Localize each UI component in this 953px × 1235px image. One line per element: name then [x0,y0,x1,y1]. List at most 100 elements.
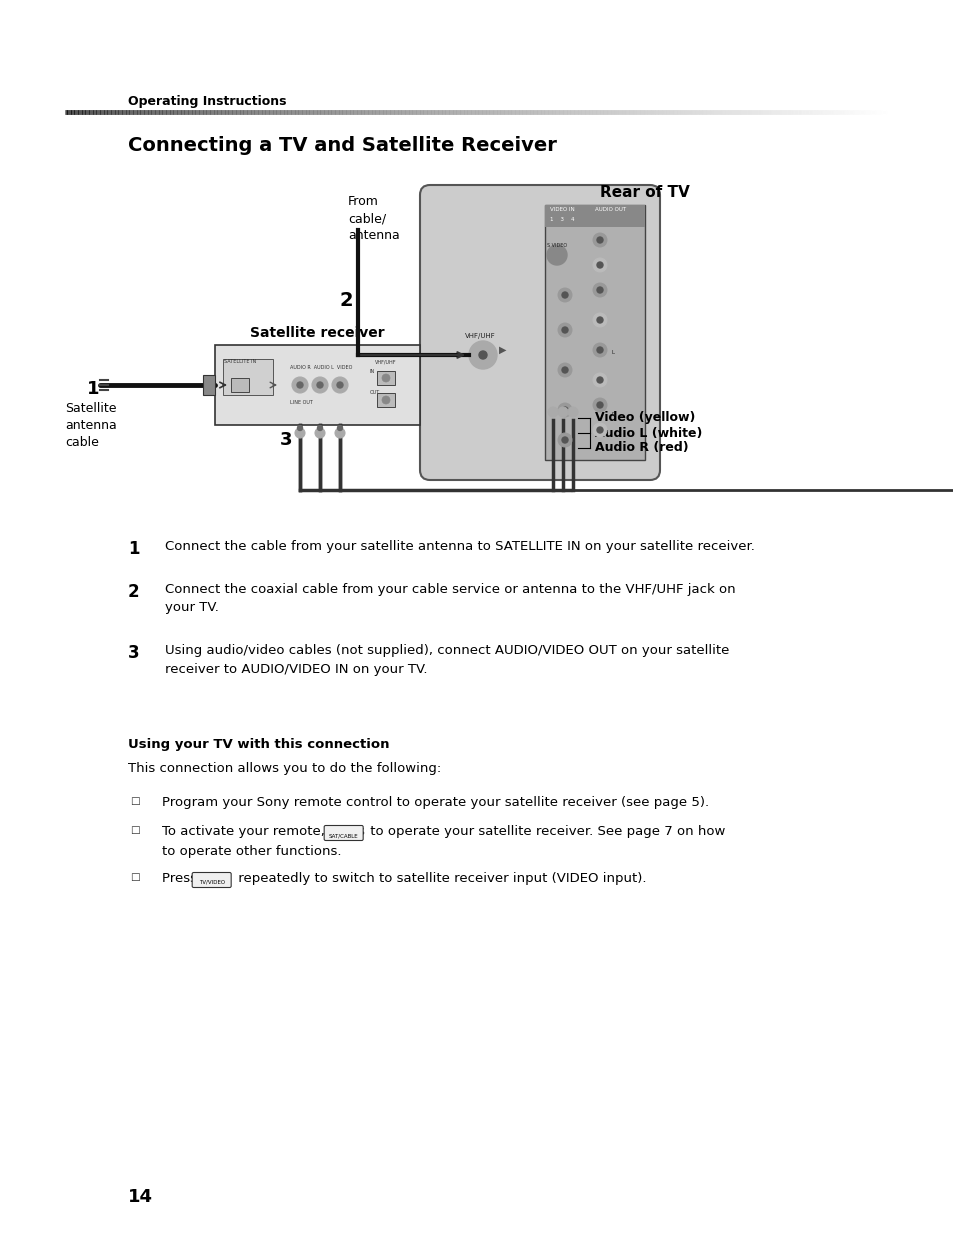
Circle shape [337,426,342,431]
Text: 1: 1 [128,540,139,558]
Circle shape [381,396,390,404]
Bar [544,205,644,459]
Circle shape [597,237,602,243]
Text: 1    3    4: 1 3 4 [550,217,574,222]
Circle shape [314,429,325,438]
Text: SATELLITE IN: SATELLITE IN [224,359,256,364]
Text: S VIDEO: S VIDEO [546,243,566,248]
Text: OUT: OUT [370,390,380,395]
Text: Program your Sony remote control to operate your satellite receiver (see page 5): Program your Sony remote control to oper… [162,797,708,809]
Circle shape [561,291,567,298]
Circle shape [593,373,606,387]
Text: Using audio/video cables (not supplied), connect AUDIO/VIDEO OUT on your satelli: Using audio/video cables (not supplied),… [165,643,729,676]
Text: □: □ [130,797,139,806]
Circle shape [547,408,558,417]
Text: LINE OUT: LINE OUT [290,400,313,405]
Circle shape [597,403,602,408]
Text: 3: 3 [280,431,293,450]
Circle shape [297,426,302,431]
Circle shape [593,424,606,437]
Circle shape [558,408,567,417]
Text: □: □ [130,872,139,882]
Text: 2: 2 [128,583,139,601]
Circle shape [561,327,567,333]
Bar [544,205,644,227]
Bar [203,375,214,395]
Circle shape [558,324,572,337]
Text: Satellite receiver: Satellite receiver [250,326,384,340]
Circle shape [593,283,606,296]
Text: Satellite
antenna
cable: Satellite antenna cable [65,403,116,450]
Circle shape [597,317,602,324]
Circle shape [294,429,305,438]
Bar [376,370,395,385]
Circle shape [597,262,602,268]
Text: □: □ [130,825,139,835]
Text: Rear of TV: Rear of TV [599,185,689,200]
Circle shape [593,312,606,327]
Text: Press: Press [162,872,201,885]
Text: Audio R (red): Audio R (red) [595,441,688,454]
Circle shape [561,437,567,443]
Text: TV/VIDEO: TV/VIDEO [198,881,225,885]
Circle shape [593,258,606,272]
Text: SAT/CABLE: SAT/CABLE [329,832,358,839]
Text: IN: IN [370,369,375,374]
Text: Using your TV with this connection: Using your TV with this connection [128,739,389,751]
Text: 1: 1 [87,380,99,398]
Bar [214,345,419,425]
Bar [376,393,395,408]
Text: ▶: ▶ [498,345,506,354]
Text: repeatedly to switch to satellite receiver input (VIDEO input).: repeatedly to switch to satellite receiv… [233,872,645,885]
Text: This connection allows you to do the following:: This connection allows you to do the fol… [128,762,441,776]
Circle shape [558,403,572,417]
Text: 3: 3 [128,643,139,662]
Bar [223,359,273,395]
Text: to operate your satellite receiver. See page 7 on how: to operate your satellite receiver. See … [365,825,724,839]
Text: VIDEO IN: VIDEO IN [550,207,574,212]
Text: Connecting a TV and Satellite Receiver: Connecting a TV and Satellite Receiver [128,136,557,156]
Text: AUDIO R  AUDIO L  VIDEO: AUDIO R AUDIO L VIDEO [290,366,352,370]
Circle shape [558,288,572,303]
Text: R: R [612,412,615,417]
Text: Operating Instructions: Operating Instructions [128,95,286,107]
Text: From
cable/
antenna: From cable/ antenna [348,195,399,242]
Circle shape [336,382,343,388]
Circle shape [381,374,390,382]
Circle shape [312,377,328,393]
Circle shape [317,426,322,431]
Text: to operate other functions.: to operate other functions. [162,845,341,858]
Text: Connect the coaxial cable from your cable service or antenna to the VHF/UHF jack: Connect the coaxial cable from your cabl… [165,583,735,615]
Bar [231,378,249,391]
Circle shape [469,341,497,369]
Circle shape [597,287,602,293]
Circle shape [558,363,572,377]
Circle shape [292,377,308,393]
Text: VHF/UHF: VHF/UHF [464,333,495,338]
Circle shape [597,347,602,353]
Circle shape [316,382,323,388]
Circle shape [561,367,567,373]
Text: To activate your remote, press: To activate your remote, press [162,825,369,839]
Circle shape [593,398,606,412]
Circle shape [597,427,602,433]
Circle shape [597,377,602,383]
Circle shape [478,351,486,359]
FancyBboxPatch shape [419,185,659,480]
Circle shape [593,343,606,357]
Circle shape [332,377,348,393]
Text: Video (yellow): Video (yellow) [595,411,695,425]
FancyBboxPatch shape [324,825,363,841]
Circle shape [546,245,566,266]
Text: 14: 14 [128,1188,152,1207]
Circle shape [593,233,606,247]
FancyBboxPatch shape [192,872,231,888]
Circle shape [558,433,572,447]
Text: L: L [612,351,615,356]
Circle shape [567,408,578,417]
Text: VHF/UHF: VHF/UHF [375,359,396,364]
Text: Connect the cable from your satellite antenna to SATELLITE IN on your satellite : Connect the cable from your satellite an… [165,540,754,553]
Text: 2: 2 [339,290,353,310]
Circle shape [561,408,567,412]
Circle shape [296,382,303,388]
